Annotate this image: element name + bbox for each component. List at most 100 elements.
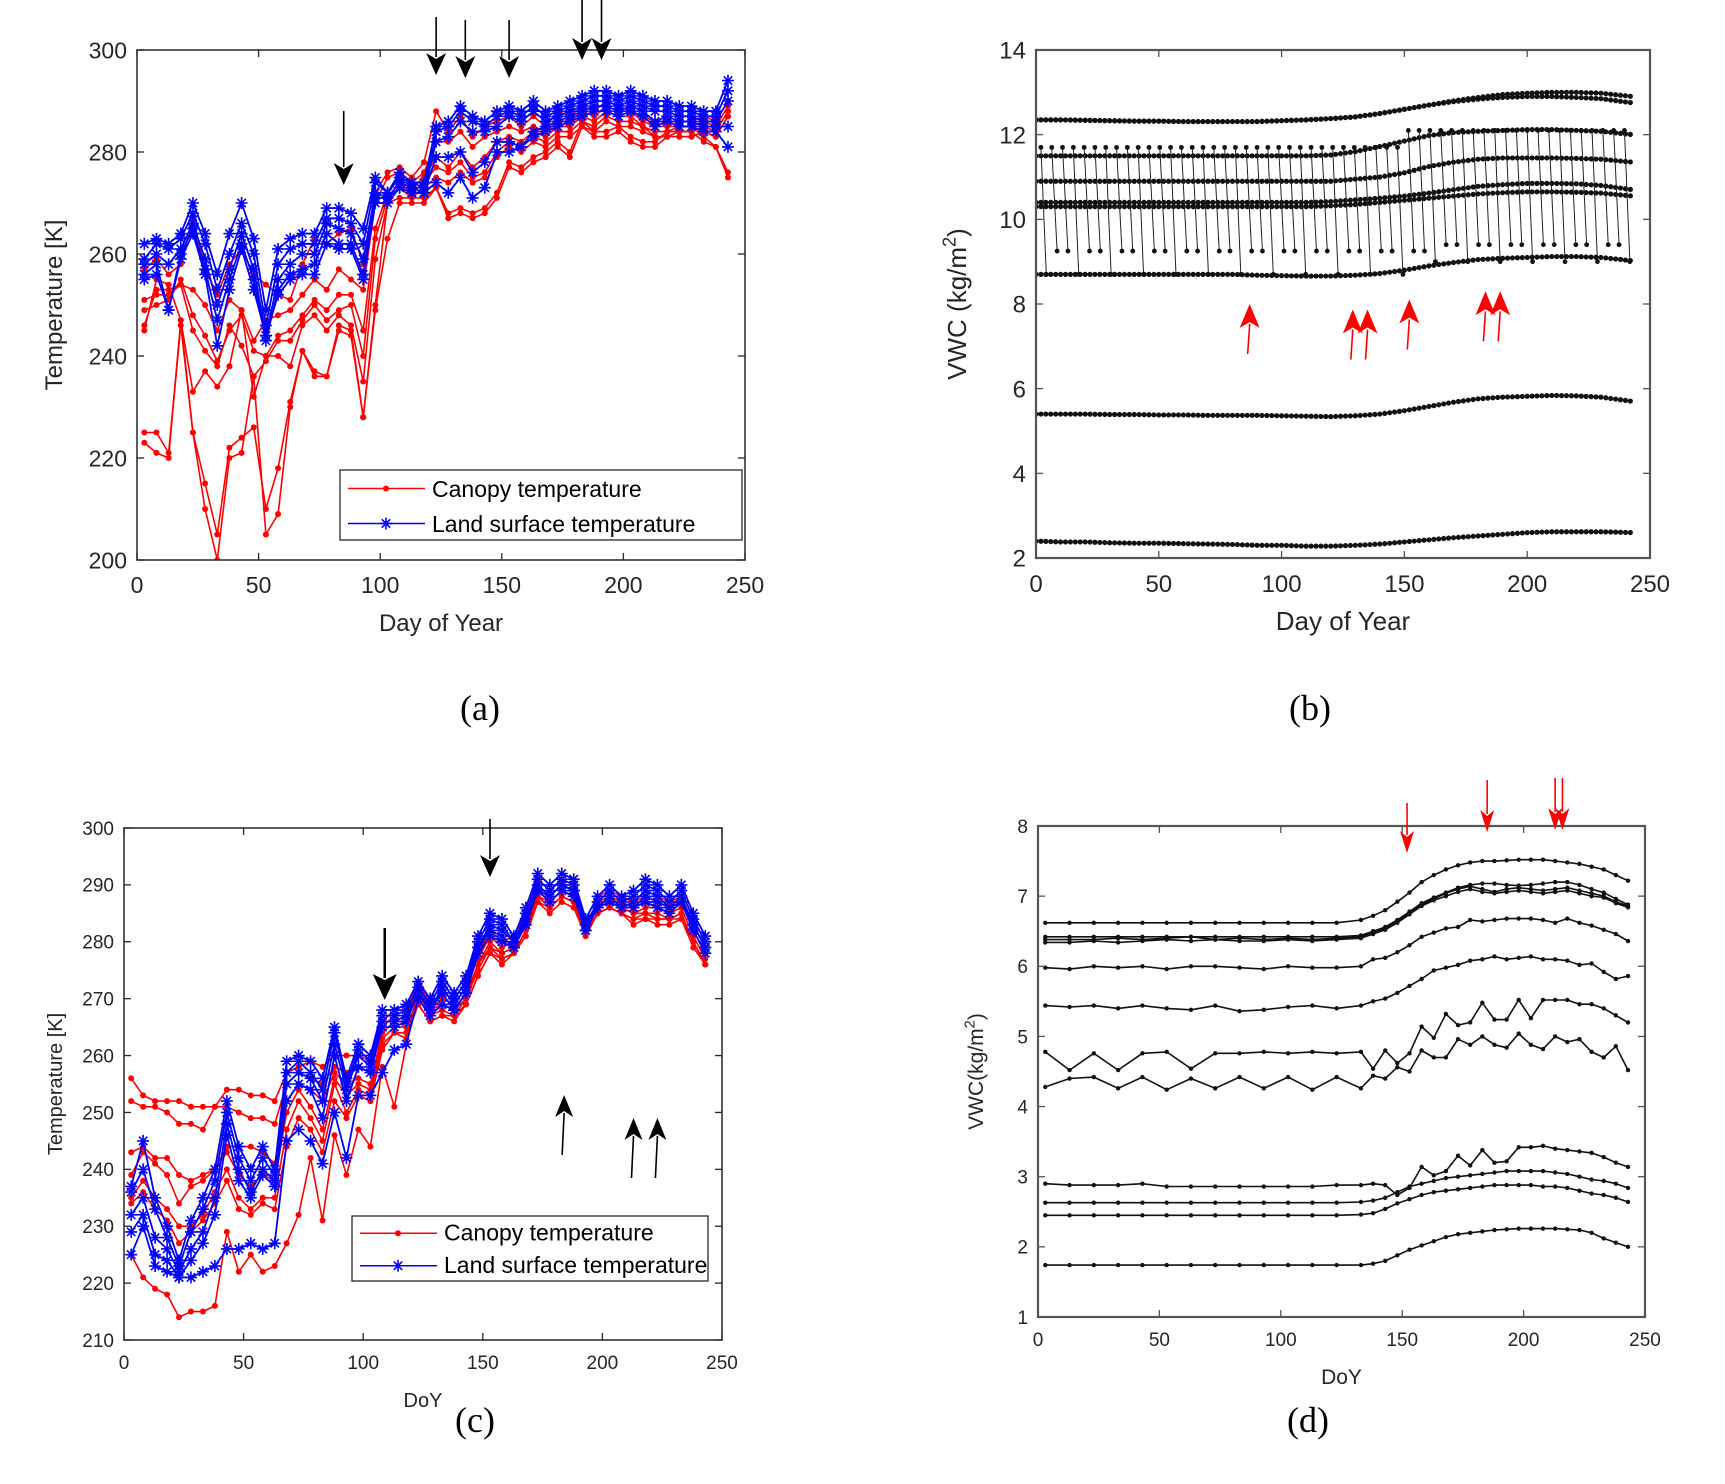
data-point: [1115, 920, 1121, 925]
data-point: [1342, 272, 1349, 279]
data-point: [345, 242, 358, 255]
data-point: [1057, 178, 1064, 184]
data-point: [1116, 118, 1123, 124]
data-point: [1441, 535, 1447, 542]
data-point: [603, 118, 610, 125]
data-point: [1480, 1034, 1485, 1039]
data-point: [1546, 128, 1552, 133]
data-point: [272, 288, 285, 301]
data-point: [1411, 167, 1417, 173]
data-point: [1593, 254, 1599, 260]
data-point: [150, 258, 163, 271]
data-point: [1237, 1200, 1242, 1205]
data-point: [1500, 190, 1506, 196]
data-point: [1054, 248, 1060, 254]
data-point: [1589, 1150, 1594, 1156]
data-point: [1053, 411, 1059, 417]
y-tick-label: 4: [1017, 1097, 1028, 1118]
data-point: [1480, 1229, 1485, 1234]
data-point: [697, 125, 710, 138]
data-point: [1323, 152, 1329, 158]
data-point: [515, 140, 528, 153]
data-point: [1352, 114, 1358, 120]
data-point: [1140, 964, 1145, 969]
data-point: [199, 1177, 206, 1184]
data-point: [1287, 144, 1292, 150]
data-point: [226, 363, 233, 370]
data-point: [1370, 1198, 1376, 1203]
arrow-shaft: [1364, 329, 1369, 360]
spike-line: [1515, 130, 1523, 245]
data-point: [1601, 1192, 1606, 1198]
spike-line: [1342, 147, 1350, 252]
data-point: [1455, 1232, 1461, 1237]
data-point: [466, 115, 479, 128]
data-point: [1534, 189, 1540, 195]
data-point: [1562, 259, 1568, 265]
data-point: [1157, 144, 1163, 150]
y-axis-title-base: VWC (kg/m: [942, 247, 972, 380]
data-point: [1395, 920, 1400, 925]
y-tick-label: 8: [1013, 292, 1026, 319]
data-point: [1455, 158, 1462, 165]
data-point: [1293, 543, 1299, 549]
data-point: [1140, 1213, 1145, 1218]
data-point: [1382, 270, 1388, 276]
data-point: [1467, 886, 1473, 892]
data-point: [1184, 248, 1190, 254]
data-point: [1166, 204, 1172, 210]
data-point: [603, 133, 610, 140]
data-point: [1558, 189, 1565, 195]
x-axis-title: Day of Year: [379, 610, 503, 637]
data-point: [280, 1095, 293, 1108]
y-tick-label: 250: [82, 1103, 114, 1124]
data-point: [1504, 531, 1511, 537]
data-point: [1038, 117, 1044, 123]
data-point: [1367, 412, 1373, 418]
data-point: [1328, 152, 1334, 158]
data-point: [232, 1163, 245, 1176]
data-point: [1534, 180, 1540, 186]
data-point: [357, 273, 370, 286]
arrow-head: [1480, 810, 1495, 832]
data-point: [1115, 1200, 1121, 1205]
data-point: [223, 248, 236, 260]
data-point: [137, 1191, 150, 1204]
data-point: [1443, 926, 1449, 931]
data-point: [1524, 530, 1530, 536]
data-point: [1558, 393, 1565, 399]
data-point: [1528, 1226, 1534, 1231]
data-point: [1529, 189, 1535, 195]
data-point: [1552, 957, 1558, 962]
data-point: [189, 286, 196, 293]
data-point: [1578, 393, 1584, 399]
spike-line: [1191, 147, 1199, 252]
arrow-head: [1555, 808, 1570, 830]
data-point: [1370, 1261, 1376, 1266]
data-point: [1077, 411, 1083, 417]
data-point: [125, 1186, 138, 1199]
data-point: [1347, 149, 1353, 155]
data-point: [1072, 539, 1078, 545]
data-point: [1565, 1227, 1570, 1232]
data-point: [1613, 92, 1619, 98]
data-point: [1115, 1213, 1121, 1218]
data-point: [226, 455, 233, 461]
data-point: [1249, 153, 1255, 159]
data-point: [161, 1265, 174, 1278]
data-point: [1146, 540, 1152, 546]
data-point: [1140, 1003, 1145, 1008]
data-point: [1229, 204, 1236, 210]
data-point: [1352, 272, 1358, 278]
data-point: [299, 317, 306, 324]
data-point: [469, 143, 476, 150]
data-point: [1573, 189, 1579, 195]
data-point: [1130, 248, 1136, 254]
data-point: [1411, 196, 1417, 203]
data-point: [1048, 538, 1054, 545]
data-point: [1330, 144, 1336, 150]
data-point: [1370, 931, 1376, 937]
data-point: [1558, 94, 1565, 100]
series-pixel-8-7: [1043, 1031, 1631, 1092]
data-point: [141, 296, 148, 303]
